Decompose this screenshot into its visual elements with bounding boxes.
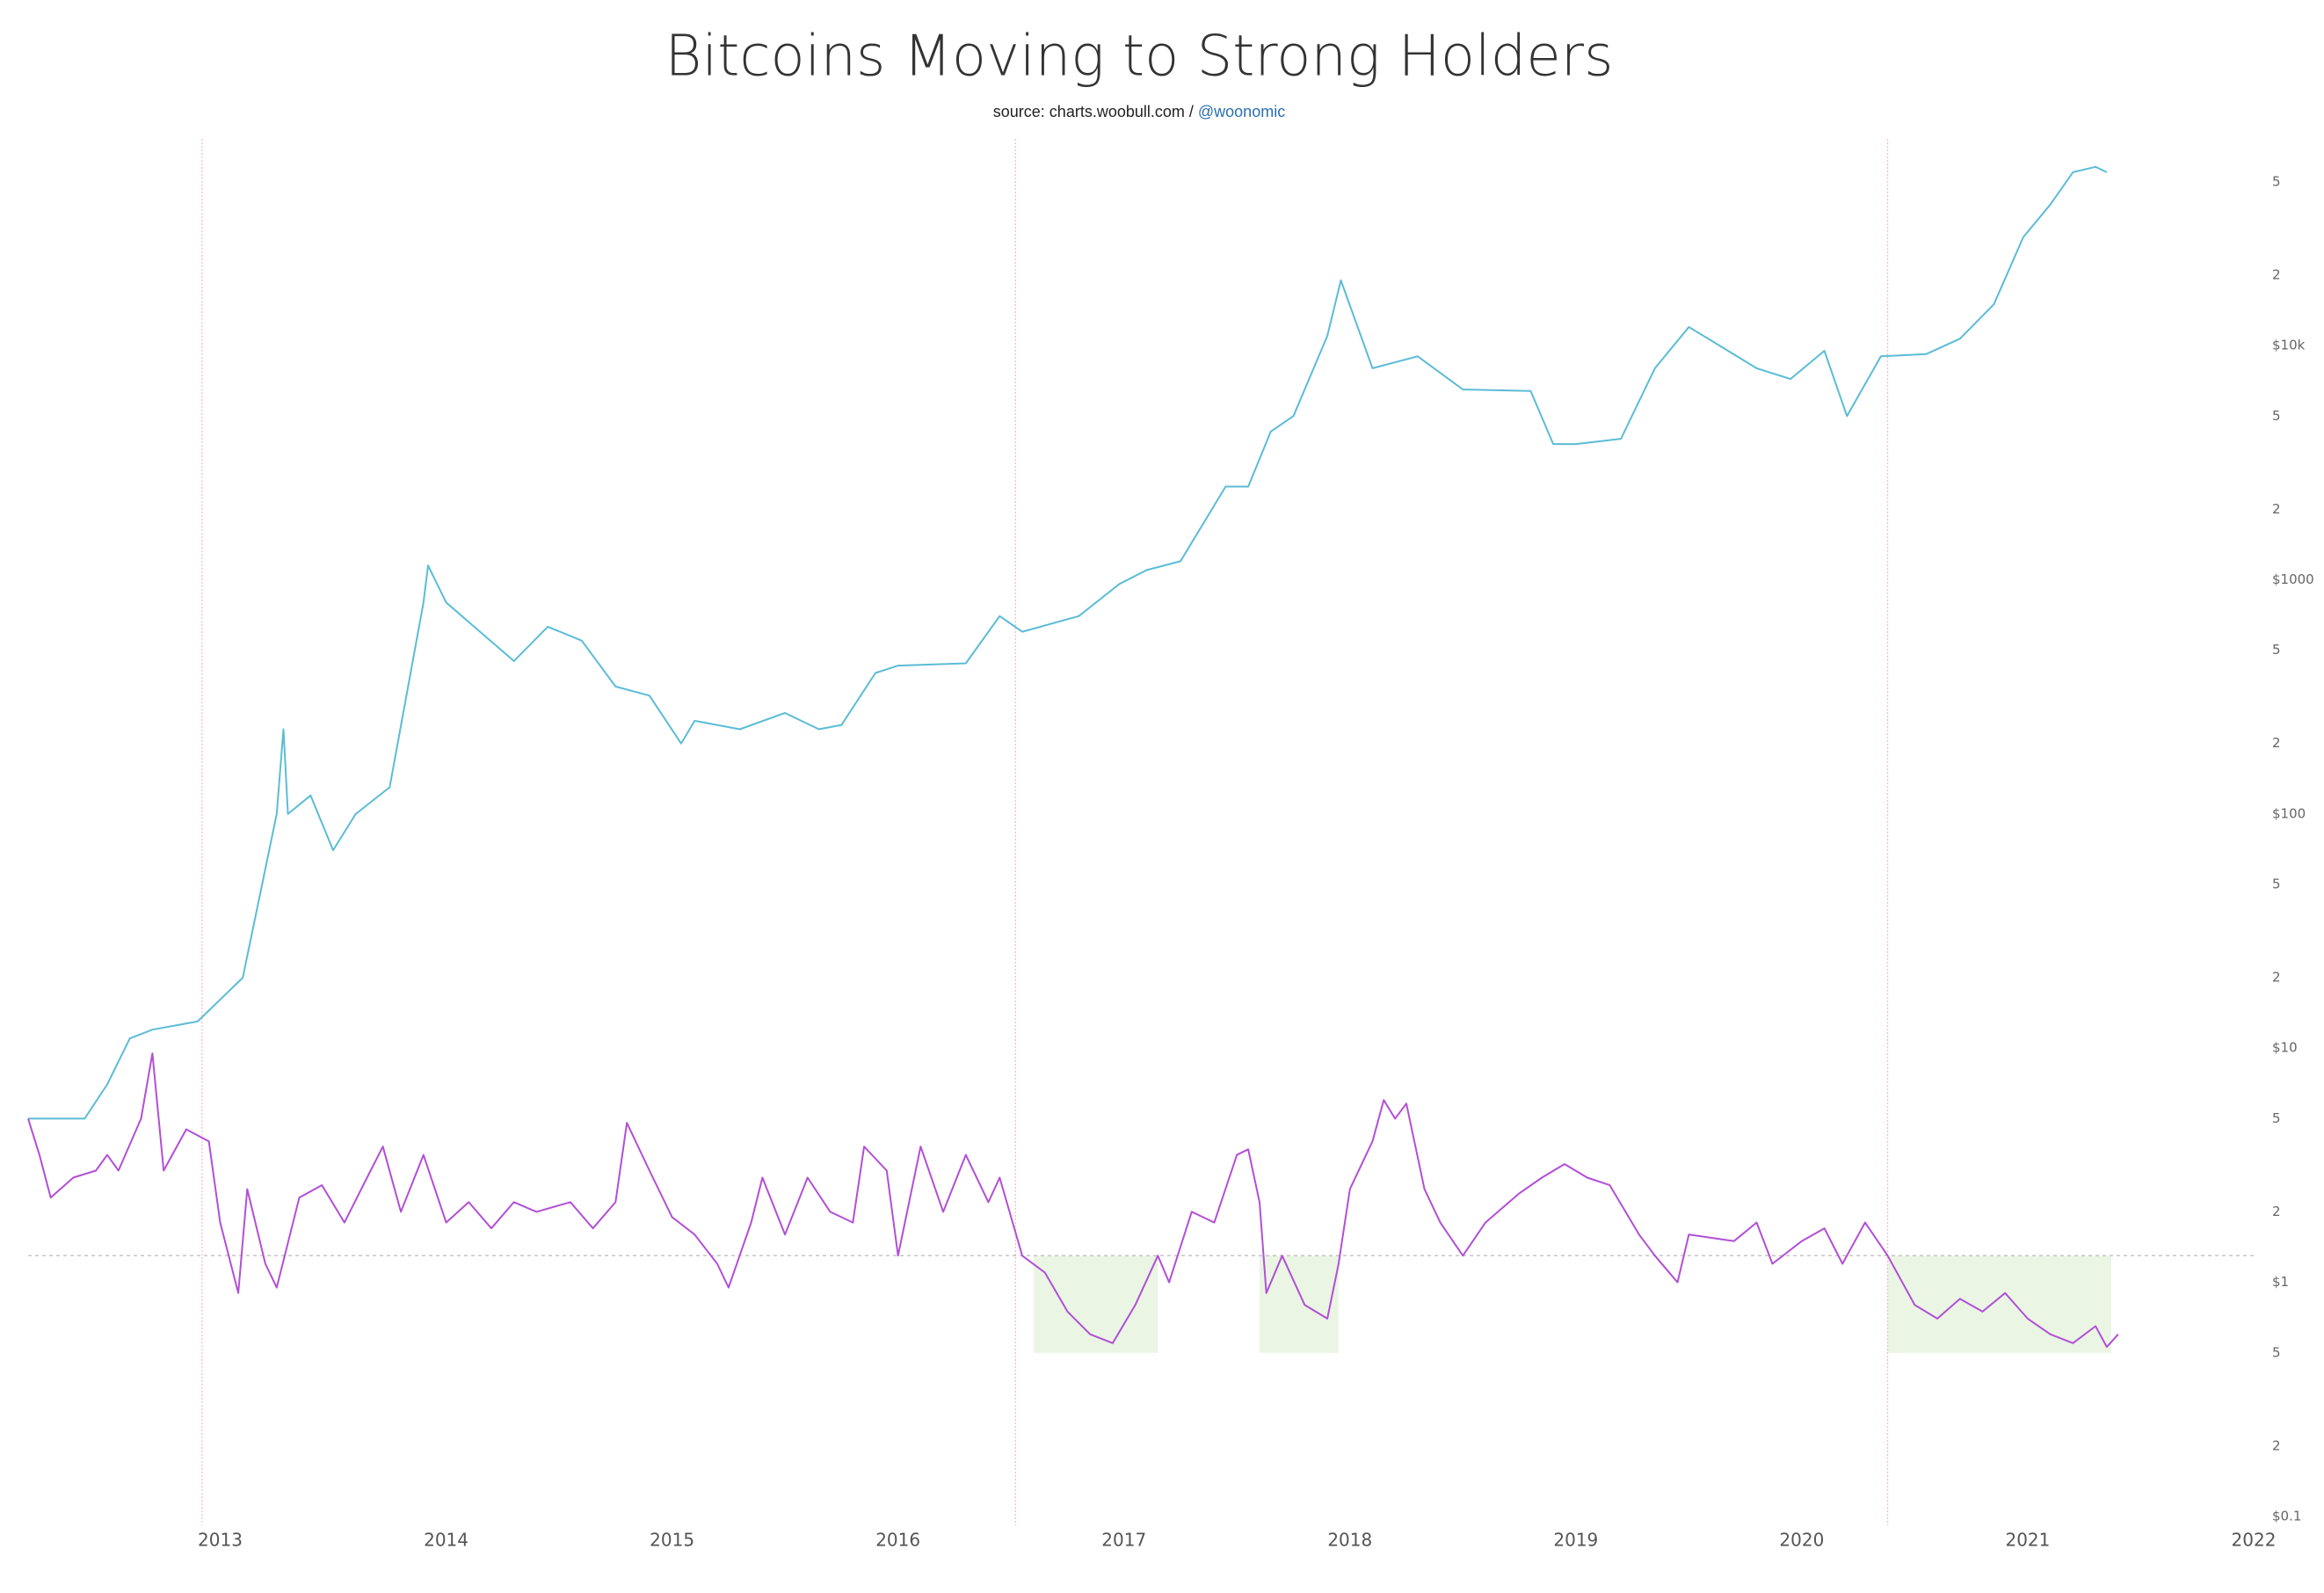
x-tick-label: 2021 <box>2005 1530 2050 1551</box>
subtitle-handle[interactable]: @woonomic <box>1198 103 1285 120</box>
y-tick-label: 5 <box>2272 1344 2281 1360</box>
y-tick-label: $0.1 <box>2272 1509 2301 1524</box>
x-tick-label: 2014 <box>424 1530 468 1551</box>
x-tick-label: 2013 <box>198 1530 243 1551</box>
y-tick-label: 2 <box>2272 1437 2281 1453</box>
x-tick-label: 2020 <box>1779 1530 1824 1551</box>
y-tick-label: $10 <box>2272 1040 2298 1056</box>
series-line <box>27 1052 2119 1349</box>
y-tick-label: 2 <box>2272 1204 2281 1219</box>
y-tick-label: 2 <box>2272 735 2281 751</box>
shaded-range <box>1887 1255 2112 1353</box>
y-tick-label: $100 <box>2272 805 2306 821</box>
y-tick-label: 2 <box>2272 266 2281 282</box>
x-tick-label: 2018 <box>1327 1530 1372 1551</box>
x-tick-label: 2017 <box>1101 1530 1146 1551</box>
y-tick-label: 2 <box>2272 501 2281 517</box>
y-tick-label: 5 <box>2272 408 2281 424</box>
y-tick-label: 5 <box>2272 877 2281 892</box>
y-tick-label: $1 <box>2272 1274 2289 1290</box>
x-tick-label: 2022 <box>2232 1530 2277 1551</box>
subtitle-source: source: charts.woobull.com / <box>993 103 1194 120</box>
chart-title: Bitcoins Moving to Strong Holders <box>665 25 1614 90</box>
series-line <box>28 165 2108 1120</box>
shaded-range <box>1033 1255 1158 1353</box>
chart-subtitle: source: charts.woobull.com / @woonomic <box>993 103 1285 120</box>
y-tick-label: 5 <box>2272 1110 2281 1126</box>
y-tick-label: $10k <box>2272 338 2306 353</box>
y-tick-label: 5 <box>2272 173 2281 189</box>
y-tick-label: 5 <box>2272 642 2281 658</box>
x-tick-label: 2019 <box>1553 1530 1598 1551</box>
x-tick-label: 2016 <box>875 1530 920 1551</box>
shaded-range <box>1259 1255 1339 1353</box>
y-tick-label: $1000 <box>2272 571 2314 587</box>
x-tick-label: 2015 <box>650 1530 694 1551</box>
y-tick-label: 2 <box>2272 970 2281 986</box>
